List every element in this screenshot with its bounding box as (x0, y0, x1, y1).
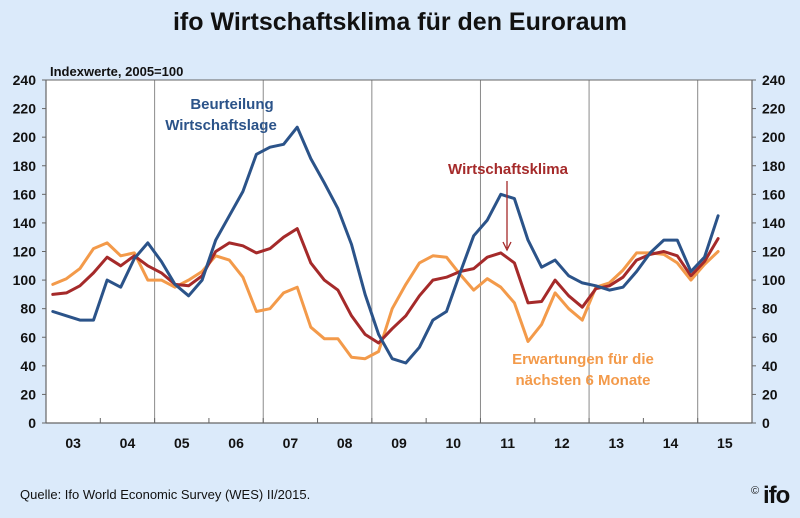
arrow-head-icon (502, 241, 512, 252)
x-tick-label: 13 (608, 435, 624, 451)
x-tick-label: 09 (391, 435, 407, 451)
x-tick-label: 15 (717, 435, 733, 451)
label-wirtschaftsklima: Wirtschaftsklima (448, 161, 569, 178)
y-tick-label: 220 (762, 101, 786, 117)
x-tick-label: 06 (228, 435, 244, 451)
y-tick-label: 20 (20, 386, 36, 402)
series-line-erwartungen-f-r-die-n-chsten-6-monate (51, 241, 720, 361)
x-tick-label: 12 (554, 435, 570, 451)
y-tick-label: 40 (762, 358, 778, 374)
label-erwartungen-line2: nächsten 6 Monate (515, 372, 650, 389)
y-tick-label: 20 (762, 386, 778, 402)
x-tick-label: 08 (337, 435, 353, 451)
y-tick-label: 0 (28, 415, 36, 431)
y-tick-label: 160 (13, 186, 37, 202)
y-tick-label: 220 (13, 101, 37, 117)
y-tick-label: 100 (762, 272, 786, 288)
y-tick-label: 180 (13, 158, 37, 174)
x-tick-label: 10 (446, 435, 462, 451)
x-tick-label: 03 (65, 435, 81, 451)
x-tick-label: 05 (174, 435, 190, 451)
y-tick-label: 240 (762, 72, 786, 88)
y-tick-label: 60 (762, 329, 778, 345)
y-tick-label: 80 (762, 301, 778, 317)
plot-area (46, 80, 752, 423)
y-tick-label: 40 (20, 358, 36, 374)
y-tick-label: 140 (762, 215, 786, 231)
y-tick-label: 100 (13, 272, 37, 288)
chart-subtitle: Indexwerte, 2005=100 (50, 64, 183, 79)
x-axis: 03 04 05 06 07 08 09 10 11 12 13 14 15 (65, 418, 733, 451)
x-tick-label: 11 (500, 435, 515, 451)
y-tick-label: 140 (13, 215, 37, 231)
y-tick-label: 180 (762, 158, 786, 174)
y-tick-label: 80 (20, 301, 36, 317)
y-tick-label: 60 (20, 329, 36, 345)
y-tick-label: 0 (762, 415, 770, 431)
x-tick-label: 14 (663, 435, 679, 451)
label-beurteilung-line1: Beurteilung (190, 96, 273, 113)
series-line-beurteilung-wirtschaftslage (51, 125, 720, 365)
copyright-symbol: © (751, 485, 759, 497)
label-beurteilung-line2: Wirtschaftslage (165, 117, 277, 134)
y-tick-label: 200 (762, 129, 786, 145)
y-tick-label: 200 (13, 129, 37, 145)
y-tick-label: 160 (762, 186, 786, 202)
series-lines (51, 125, 720, 365)
y-tick-label: 120 (13, 244, 37, 260)
x-tick-label: 07 (283, 435, 299, 451)
chart-title: ifo Wirtschaftsklima für den Euroraum (173, 8, 627, 36)
label-erwartungen-line1: Erwartungen für die (512, 351, 654, 368)
ifo-logo: ifo (763, 482, 790, 509)
series-line-wirtschaftsklima (51, 227, 720, 345)
source-note: Quelle: Ifo World Economic Survey (WES) … (20, 487, 310, 502)
y-axis-right: 0 20 40 60 80 100 120 140 160 180 200 220 240 (752, 72, 786, 431)
y-tick-label: 240 (13, 72, 37, 88)
y-tick-label: 120 (762, 244, 786, 260)
y-axis-left: 0 20 40 60 80 100 120 140 160 180 200 220 240 (13, 72, 46, 431)
x-tick-label: 04 (120, 435, 136, 451)
